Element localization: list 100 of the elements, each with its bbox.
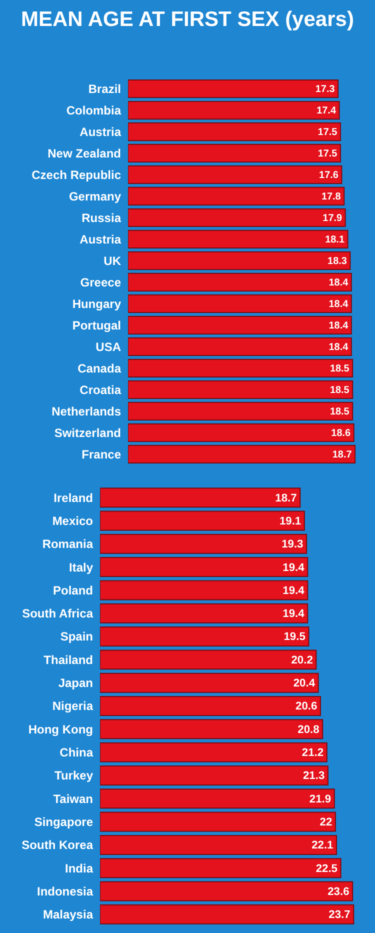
bar: [128, 208, 346, 228]
bar: [128, 294, 352, 314]
data-label: 21.9: [309, 793, 332, 806]
data-label: 22.5: [316, 862, 338, 875]
data-label: 19.4: [282, 562, 306, 574]
bar: [128, 358, 354, 378]
y-tick-label: Portugal: [72, 318, 121, 332]
bar: [100, 858, 342, 878]
data-label: 17.5: [318, 127, 338, 138]
data-label: 19.5: [284, 631, 306, 644]
data-label: 21.2: [302, 747, 324, 760]
bar: [100, 765, 328, 786]
bar: [100, 626, 310, 647]
data-label: 18.7: [275, 492, 297, 504]
data-label: 18.1: [325, 234, 345, 246]
bar: [128, 122, 341, 142]
y-tick-label: Singapore: [34, 814, 94, 829]
y-tick-label: USA: [96, 340, 122, 354]
bar: [128, 444, 356, 464]
data-label: 23.7: [328, 909, 350, 922]
data-label: 18.4: [328, 342, 349, 354]
data-label: 22.1: [312, 840, 334, 852]
bar: [100, 510, 305, 531]
y-tick-label: Thailand: [44, 652, 93, 667]
data-label: 18.4: [328, 278, 349, 289]
bar: [128, 380, 354, 400]
y-tick-label: New Zealand: [48, 146, 121, 160]
y-tick-label: Austria: [80, 232, 122, 246]
data-label: 23.6: [328, 886, 350, 898]
y-tick-label: Colombia: [66, 103, 122, 118]
data-label: 20.8: [298, 724, 320, 736]
y-tick-label: Spain: [60, 630, 93, 644]
data-label: 17.9: [322, 213, 343, 224]
data-label: 18.7: [332, 450, 352, 461]
y-tick-label: Brazil: [88, 82, 121, 96]
bar: [128, 402, 354, 421]
data-label: 18.4: [328, 320, 349, 332]
data-label: 20.6: [296, 700, 318, 713]
bar: [100, 812, 336, 832]
bar: [128, 316, 352, 335]
bar: [100, 672, 319, 693]
bar: [100, 557, 308, 578]
bar: [128, 100, 340, 120]
y-tick-label: Mexico: [52, 514, 93, 528]
y-tick-label: Romania: [42, 537, 94, 552]
bar: [100, 534, 308, 554]
y-tick-label: Hong Kong: [28, 722, 93, 736]
bar: [128, 79, 339, 98]
data-label: 18.4: [328, 299, 349, 310]
data-label: 20.4: [293, 678, 316, 690]
bar: [100, 696, 321, 716]
data-label: 22: [320, 816, 332, 828]
y-tick-label: UK: [104, 254, 122, 268]
bar: [100, 881, 354, 902]
data-label: 18.3: [328, 256, 348, 268]
y-tick-label: Hungary: [72, 296, 122, 311]
y-tick-label: Turkey: [54, 768, 94, 783]
bar: [128, 251, 351, 270]
bar: [100, 603, 308, 624]
bar: [128, 272, 352, 292]
bar: [128, 144, 341, 163]
bar: [128, 165, 342, 184]
y-tick-label: Greece: [80, 275, 122, 290]
y-tick-label: Czech Republic: [32, 168, 122, 182]
bar: [100, 834, 338, 855]
bar: [128, 337, 352, 356]
y-tick-label: Austria: [80, 124, 122, 139]
data-label: 18.6: [331, 428, 352, 440]
bar: [128, 186, 345, 206]
bar: [100, 488, 301, 508]
data-label: 19.4: [282, 584, 306, 597]
y-tick-label: India: [64, 861, 94, 876]
data-label: 20.2: [291, 654, 313, 666]
data-label: 17.5: [318, 148, 338, 160]
y-tick-label: Netherlands: [52, 404, 122, 418]
data-label: 18.5: [330, 364, 350, 375]
chart-title: MEAN AGE AT FIRST SEX (years): [21, 8, 354, 31]
y-tick-label: Nigeria: [52, 699, 94, 714]
y-tick-label: South Korea: [22, 838, 94, 852]
y-tick-label: South Africa: [22, 606, 94, 621]
bar: [100, 788, 335, 809]
data-label: 18.5: [330, 406, 350, 418]
y-tick-label: China: [60, 746, 94, 760]
y-tick-label: Russia: [82, 210, 122, 225]
y-tick-label: Poland: [52, 583, 93, 598]
y-tick-label: Taiwan: [53, 792, 93, 806]
data-label: 18.5: [330, 385, 350, 396]
bar: [100, 904, 354, 924]
bar: [100, 742, 328, 762]
y-tick-label: Ireland: [54, 490, 93, 505]
y-tick-label: Japan: [58, 676, 93, 690]
bar: [128, 423, 354, 442]
bar: [100, 719, 324, 740]
bar: [100, 650, 317, 670]
y-tick-label: Canada: [78, 361, 122, 376]
y-tick-label: Italy: [68, 560, 94, 574]
y-tick-label: Germany: [68, 189, 122, 204]
y-tick-label: Indonesia: [36, 884, 94, 898]
y-tick-label: Switzerland: [54, 426, 121, 440]
data-label: 19.1: [279, 515, 302, 528]
